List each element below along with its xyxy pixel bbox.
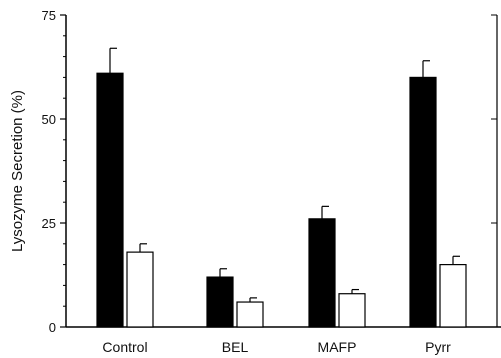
category-labels: Control BEL MAFP Pyrr (102, 339, 451, 355)
y-tick-label: 50 (42, 112, 56, 127)
y-axis-title: Lysozyme Secretion (%) (9, 90, 26, 252)
bar (126, 251, 154, 328)
bar (338, 293, 366, 328)
bars (96, 47, 467, 328)
y-tick-label: 75 (42, 8, 56, 23)
bar (96, 72, 124, 328)
bar (409, 76, 437, 328)
bar (236, 301, 264, 328)
y-tick-label: 0 (49, 320, 56, 335)
category-label: Pyrr (425, 339, 451, 355)
category-label: Control (102, 339, 147, 355)
y-tick-label: 25 (42, 216, 56, 231)
bar (308, 218, 336, 328)
y-ticks: 0 25 50 75 (42, 8, 497, 335)
category-label: MAFP (318, 339, 357, 355)
category-label: BEL (222, 339, 249, 355)
bar (206, 276, 234, 328)
bar (439, 264, 467, 328)
